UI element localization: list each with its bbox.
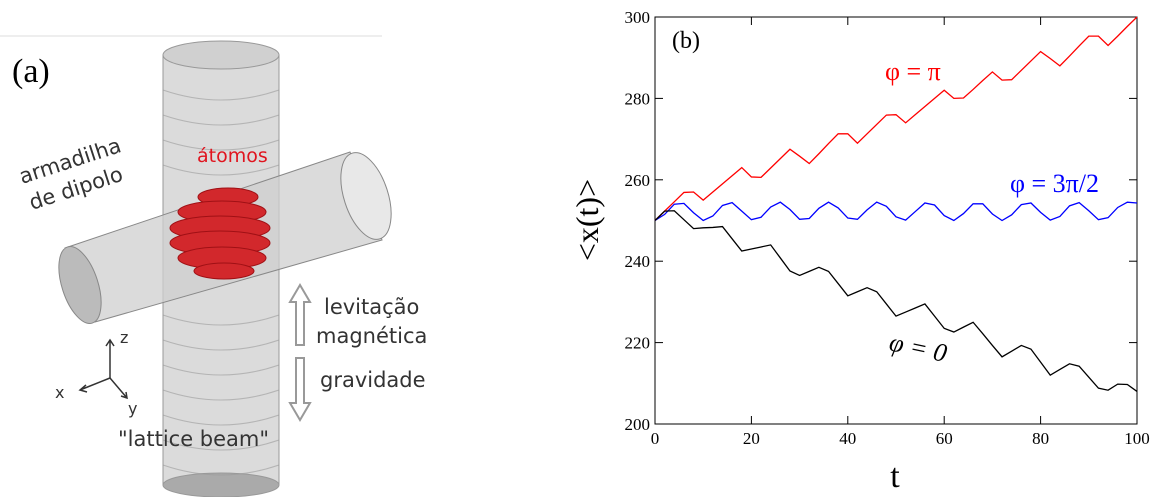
x-tick-label: 60 [936,429,953,448]
y-tick-label: 200 [625,415,651,434]
series-label: φ = 3π/2 [1010,169,1099,198]
trap-end [340,152,392,240]
y-tick-label: 240 [625,252,651,271]
diagram: (a) átomos armadilha de dipolo levitação… [0,35,427,497]
beam-bottom [162,472,280,497]
gravity-arrow [288,357,312,422]
series-line [654,16,1138,221]
y-axis-label: <x(t)> [569,179,605,261]
chart: (b) t <x(t)> 0 20 40 60 80 100 200 220 240 260 280… [569,8,1150,495]
gravity-label: gravidade [320,368,426,392]
x-tick-label: 80 [1032,429,1049,448]
y-tick-label: 260 [625,171,651,190]
series-label: φ = π [885,57,941,86]
x-tick-label: 20 [743,429,760,448]
x-tick-label: 40 [839,429,856,448]
trap-end [58,246,102,324]
axis-x: x [55,383,64,402]
beam-rings [162,89,280,476]
x-tick-label: 0 [651,429,660,448]
coord-axes [78,338,128,400]
levitation-label: magnética [316,324,427,348]
axis-y: y [128,399,137,418]
beam-top [162,40,280,70]
atoms [169,187,271,280]
y-tick-label: 300 [625,8,651,27]
series-line [654,210,1138,392]
y-tick-label: 280 [625,89,651,108]
levitation-label: levitação [324,295,419,319]
x-tick-label: 100 [1124,429,1150,448]
panel-label: (b) [672,28,700,54]
series-line [654,201,1138,222]
y-tick-label: 220 [625,334,651,353]
levitation-arrow [288,283,312,346]
axis-z: z [120,328,128,347]
beam-label: "lattice beam" [118,427,269,451]
series-label: φ = 0 [887,328,950,368]
atoms-label: átomos [197,145,268,167]
x-axis-label: t [890,458,900,495]
panel-label: (a) [12,53,50,90]
